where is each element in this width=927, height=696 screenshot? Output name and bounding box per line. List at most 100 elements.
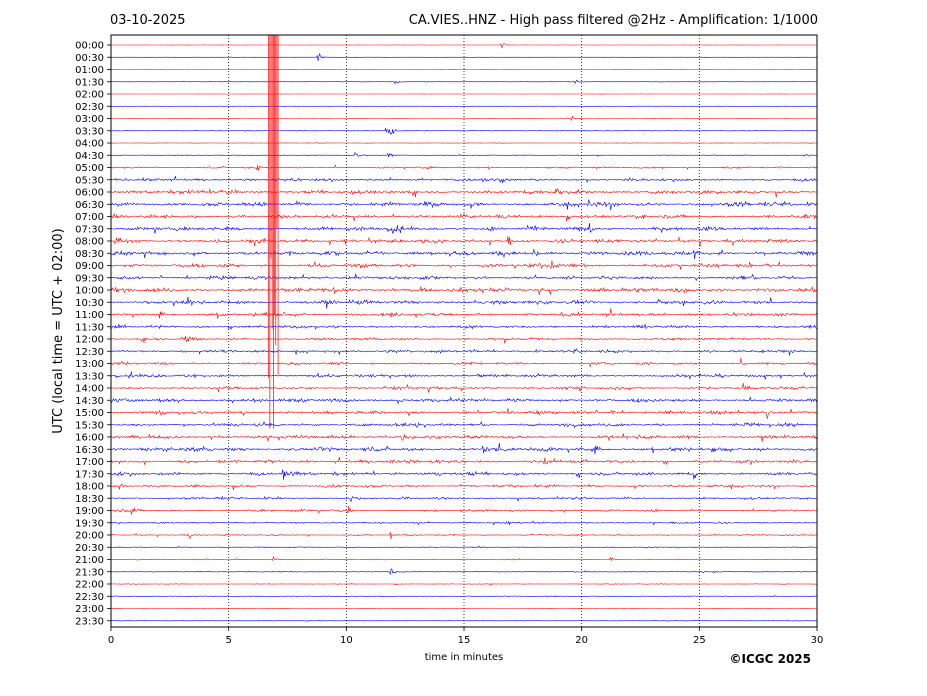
trace-0700 [110, 212, 818, 222]
trace-1630 [111, 442, 818, 455]
chart-station-title: CA.VIES..HNZ - High pass filtered @2Hz -… [409, 13, 818, 28]
trace-1200 [110, 335, 818, 344]
y-tick-label: 16:30 [75, 445, 104, 456]
y-tick-label: 10:30 [75, 298, 104, 309]
trace-0600 [110, 188, 817, 198]
y-tick-label: 20:00 [75, 531, 104, 542]
y-tick-label: 00:30 [75, 53, 104, 64]
y-tick-label: 14:30 [75, 396, 104, 407]
y-tick-label: 15:00 [75, 408, 104, 419]
trace-1930 [110, 520, 818, 526]
y-tick-label: 21:00 [75, 555, 104, 566]
trace-0330 [110, 127, 818, 135]
trace-1330 [110, 371, 818, 380]
trace-2030 [110, 545, 818, 549]
trace-1700 [110, 456, 818, 465]
trace-0800 [110, 236, 818, 247]
y-tick-label: 08:30 [75, 249, 104, 260]
y-tick-label: 19:00 [75, 506, 104, 517]
y-tick-label: 13:30 [75, 371, 104, 382]
trace-0400 [110, 142, 818, 145]
y-tick-label: 23:30 [75, 616, 104, 627]
y-tick-label: 11:00 [75, 310, 104, 321]
trace-2130 [110, 568, 818, 576]
trace-2000 [110, 532, 818, 540]
y-tick-label: 04:30 [75, 151, 104, 162]
trace-2100 [110, 555, 818, 562]
y-tick-label: 20:30 [75, 543, 104, 554]
y-tick-label: 17:00 [75, 457, 104, 468]
plot-area [111, 35, 817, 627]
x-tick-label: 25 [693, 635, 706, 646]
trace-0630 [111, 198, 818, 211]
y-tick-label: 15:30 [75, 420, 104, 431]
y-tick-label: 13:00 [75, 359, 104, 370]
y-tick-label: 09:30 [75, 273, 104, 284]
trace-1530 [110, 420, 818, 429]
trace-1100 [110, 308, 818, 319]
x-tick-label: 0 [108, 635, 114, 646]
trace-1600 [110, 433, 818, 442]
trace-0930 [110, 273, 818, 282]
trace-1130 [110, 323, 818, 331]
trace-1900 [110, 506, 818, 516]
y-tick-label: 22:30 [75, 592, 104, 603]
trace-0030 [110, 52, 818, 62]
y-tick-label: 16:00 [75, 433, 104, 444]
trace-0830 [110, 248, 818, 260]
y-tick-label: 06:00 [75, 188, 104, 199]
x-tick-label: 20 [575, 635, 588, 646]
y-tick-label: 22:00 [75, 580, 104, 591]
trace-0200 [111, 93, 818, 95]
trace-1800 [110, 483, 818, 491]
y-tick-label: 11:30 [75, 322, 104, 333]
y-tick-label: 06:30 [75, 200, 104, 211]
trace-1500 [110, 408, 818, 420]
y-tick-label: 21:30 [75, 567, 104, 578]
y-tick-label: 08:00 [75, 237, 104, 248]
y-tick-label: 14:00 [75, 384, 104, 395]
trace-1000 [110, 286, 818, 295]
trace-1300 [110, 357, 818, 368]
y-tick-label: 23:00 [75, 604, 104, 615]
trace-2200 [110, 582, 818, 586]
y-tick-label: 01:30 [75, 77, 104, 88]
trace-0100 [110, 68, 817, 71]
seismogram-traces [110, 35, 818, 622]
y-tick-label: 12:30 [75, 347, 104, 358]
y-tick-label: 00:00 [75, 41, 104, 52]
trace-2330 [110, 620, 817, 622]
trace-1830 [110, 495, 817, 503]
y-tick-label: 19:30 [75, 518, 104, 529]
y-tick-label: 05:30 [75, 175, 104, 186]
y-tick-label: 07:30 [75, 224, 104, 235]
y-tick-label: 07:00 [75, 212, 104, 223]
trace-2300 [110, 607, 817, 610]
trace-0430 [111, 151, 817, 158]
y-tick-label: 09:00 [75, 261, 104, 272]
x-tick-label: 10 [340, 635, 353, 646]
x-tick-label: 5 [225, 635, 231, 646]
trace-1730 [110, 469, 818, 480]
trace-0530 [110, 175, 818, 184]
trace-0130 [111, 79, 818, 85]
trace-0000 [111, 43, 817, 49]
copyright-notice: ©ICGC 2025 [729, 652, 811, 666]
y-tick-label: 03:00 [75, 114, 104, 125]
y-tick-label: 12:00 [75, 335, 104, 346]
y-tick-label: 10:00 [75, 286, 104, 297]
trace-0730 [110, 222, 818, 234]
y-tick-label: 18:00 [75, 482, 104, 493]
trace-0500 [110, 164, 817, 171]
trace-1430 [110, 396, 818, 405]
chart-date-title: 03-10-2025 [110, 13, 186, 28]
trace-0900 [110, 260, 818, 270]
y-tick-label: 17:30 [75, 469, 104, 480]
trace-1030 [110, 296, 818, 309]
y-tick-label: 03:30 [75, 126, 104, 137]
trace-0230 [110, 105, 817, 107]
trace-1230 [110, 347, 818, 356]
y-tick-label: 05:00 [75, 163, 104, 174]
